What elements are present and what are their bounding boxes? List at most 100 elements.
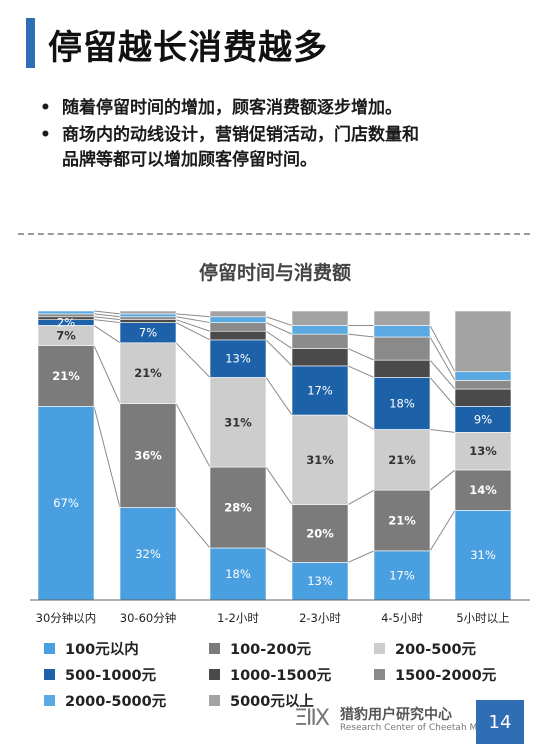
data-label: 32%	[135, 547, 161, 561]
bar-segment	[119, 313, 177, 318]
data-label: 17%	[307, 383, 333, 397]
data-label: 21%	[388, 514, 416, 528]
connector-line	[93, 325, 121, 344]
bar-segment	[119, 316, 177, 320]
connector-line	[429, 325, 456, 372]
dashed-divider	[18, 233, 530, 235]
x-tick-label: 30-60分钟	[120, 611, 176, 625]
connector-line	[93, 319, 121, 324]
legend-item: 100元以内	[44, 638, 209, 659]
connector-line	[429, 428, 456, 433]
connector-line	[93, 345, 121, 404]
connector-line	[265, 466, 293, 505]
legend-label: 500-1000元	[65, 668, 157, 684]
connector-line	[265, 377, 293, 416]
legend-swatch	[374, 643, 385, 654]
connector-line	[347, 414, 375, 430]
page-number: 14	[476, 700, 524, 744]
data-label: 17%	[389, 568, 415, 582]
connector-line	[93, 313, 121, 318]
bar-segment	[454, 371, 512, 381]
bar-segment	[37, 345, 95, 407]
bar-segment	[291, 348, 349, 367]
bar-segment	[373, 489, 431, 552]
bar-segment	[119, 319, 177, 323]
data-label: 28%	[224, 501, 252, 515]
data-label: 7%	[139, 326, 157, 340]
data-label: 36%	[134, 449, 162, 463]
footer-org-name: 猎豹用户研究中心	[340, 707, 452, 723]
connector-line	[175, 403, 211, 468]
bullet-text: 随着停留时间的增加，顾客消费额逐步增加。	[62, 98, 402, 118]
connector-line	[347, 550, 375, 563]
bar-segment	[454, 388, 512, 407]
legend-label: 1500-2000元	[395, 668, 497, 684]
connector-line	[347, 348, 375, 361]
connector-line	[93, 310, 121, 315]
bar-segment	[454, 510, 512, 601]
connector-line	[347, 489, 375, 506]
connector-line	[93, 316, 121, 321]
connector-line	[175, 313, 211, 318]
legend-item: 1000-1500元	[209, 664, 374, 685]
bar-segment	[454, 380, 512, 390]
data-label: 31%	[306, 453, 334, 467]
bullet-dot-icon: •	[40, 98, 51, 118]
legend-label: 1000-1500元	[230, 668, 332, 684]
data-label: 13%	[225, 352, 251, 366]
bullet-item: • 随着停留时间的增加，顾客消费额逐步增加。	[40, 96, 520, 121]
bar-segment	[454, 406, 512, 433]
bar-segment	[373, 550, 431, 601]
bar-segment	[373, 325, 431, 338]
data-label: 7%	[56, 329, 76, 343]
data-label: 14%	[469, 483, 497, 497]
bullet-text: 品牌等都可以增加顾客停留时间。	[62, 150, 317, 170]
data-label: 21%	[388, 453, 416, 467]
bar-segment	[119, 403, 177, 508]
bar-segment	[291, 504, 349, 563]
connector-line	[175, 316, 211, 324]
legend-item: 200-500元	[374, 638, 544, 659]
connector-line	[429, 510, 456, 552]
connector-line	[347, 333, 375, 338]
chart-legend: 100元以内 100-200元 200-500元 500-1000元 1000-1500…	[44, 638, 544, 711]
connector-line	[93, 406, 121, 508]
connector-line	[265, 322, 293, 335]
bar-segment	[373, 336, 431, 361]
legend-swatch	[44, 643, 55, 654]
data-label: 20%	[306, 527, 334, 541]
legend-label: 100-200元	[230, 642, 312, 658]
connector-line	[347, 365, 375, 378]
x-tick-label: 2-3小时	[299, 611, 341, 625]
legend-item: 100-200元	[209, 638, 374, 659]
data-label: 2%	[57, 316, 75, 330]
bar-segment	[291, 310, 349, 326]
legend-swatch	[209, 695, 220, 706]
bar-segment	[454, 432, 512, 471]
legend-item: 2000-5000元	[44, 690, 209, 711]
connector-line	[265, 547, 293, 563]
bar-segment	[373, 429, 431, 491]
bullet-list: • 随着停留时间的增加，顾客消费额逐步增加。 • 商场内的动线设计，营销促销活动…	[40, 96, 520, 175]
bar-segment	[119, 342, 177, 404]
bar-segment	[373, 310, 431, 326]
data-label: 21%	[52, 369, 80, 383]
data-label: 18%	[225, 567, 251, 581]
bar-segment	[119, 310, 177, 315]
data-label: 21%	[134, 366, 162, 380]
bar-segment	[454, 469, 512, 511]
bar-segment	[291, 414, 349, 505]
footer-org-subtitle: Research Center of Cheetah Mobile	[340, 723, 500, 733]
bullet-text: 商场内的动线设计，营销促销活动，门店数量和	[62, 125, 419, 145]
x-tick-label: 5小时以上	[456, 611, 509, 625]
legend-swatch	[44, 695, 55, 706]
connector-line	[429, 377, 456, 407]
legend-swatch	[44, 669, 55, 680]
legend-label: 100元以内	[65, 642, 139, 658]
bar-segment	[291, 333, 349, 349]
bar-segment	[373, 359, 431, 378]
x-tick-label: 30分钟以内	[36, 611, 97, 625]
bar-segment	[209, 377, 267, 468]
legend-swatch	[209, 643, 220, 654]
bar-segment	[373, 377, 431, 430]
